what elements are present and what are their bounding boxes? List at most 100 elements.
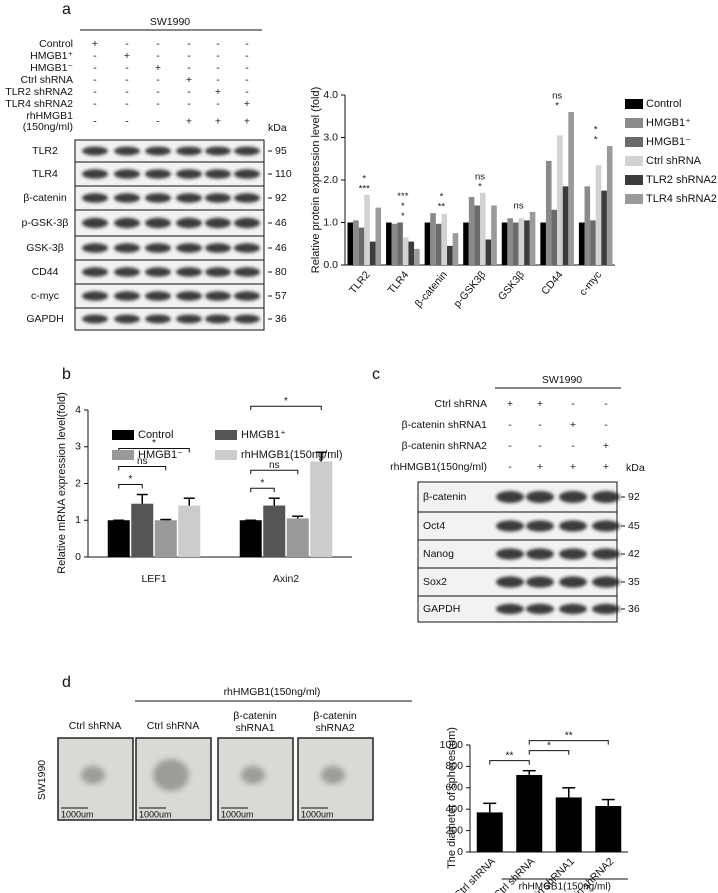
kda-value: 45 — [628, 520, 640, 532]
band — [234, 146, 260, 156]
cell-line: SW1990 — [36, 760, 48, 800]
panel-label: c — [372, 366, 380, 383]
condition-sign: - — [125, 38, 129, 50]
significance: * — [478, 181, 482, 192]
condition-sign: - — [125, 74, 129, 86]
legend-swatch — [625, 175, 643, 185]
scale-label: 1000um — [139, 809, 172, 819]
y-tick-label: 600 — [445, 782, 463, 794]
condition-sign: - — [187, 86, 191, 98]
y-axis-label: Relative mRNA expression level(fold) — [56, 392, 68, 574]
band — [234, 243, 260, 253]
band-label: Oct4 — [423, 520, 445, 532]
cell-line: SW1990 — [542, 374, 582, 386]
band — [176, 291, 202, 301]
bar — [408, 241, 415, 265]
sphere — [81, 766, 105, 784]
scale-label: 1000um — [61, 809, 94, 819]
band — [526, 603, 554, 615]
bar — [414, 248, 420, 265]
condition-sign: + — [215, 86, 221, 98]
condition-sign: - — [538, 440, 542, 452]
band — [496, 548, 524, 560]
condition-sign: + — [570, 461, 576, 473]
bar — [518, 218, 525, 265]
bar — [364, 194, 370, 265]
bar — [369, 241, 376, 265]
y-tick-label: 0 — [457, 846, 463, 858]
kda-value: 46 — [275, 217, 287, 229]
condition-label: rhHMGB1(150ng/ml) — [390, 461, 487, 473]
bar — [347, 222, 354, 265]
cell-line: SW1990 — [150, 16, 190, 28]
condition-sign: - — [245, 62, 249, 74]
bar — [107, 520, 130, 557]
legend-label: Control — [138, 429, 173, 441]
condition-sign: - — [187, 50, 191, 62]
scale-label: 1000um — [221, 809, 254, 819]
band — [559, 491, 587, 503]
x-tick-label: β-catenin — [413, 269, 450, 310]
significance: * — [152, 438, 156, 449]
x-tick-label: GSK3β — [496, 269, 527, 303]
kda-value: 110 — [275, 168, 292, 180]
bar — [507, 218, 513, 265]
condition-sign: - — [187, 98, 191, 110]
kda-value: 95 — [275, 145, 287, 157]
bar — [501, 222, 508, 265]
panel-label: d — [62, 674, 71, 691]
band — [145, 314, 171, 324]
bar — [529, 211, 536, 265]
significance: ns — [137, 456, 148, 467]
condition-sign: + — [215, 115, 221, 127]
condition-label: β-catenin shRNA1 — [402, 419, 488, 431]
significance: * — [284, 396, 288, 407]
kda-value: 36 — [275, 313, 287, 325]
condition-sign: + — [244, 98, 250, 110]
band — [176, 193, 202, 203]
band — [592, 491, 620, 503]
bar — [540, 222, 546, 265]
band — [176, 243, 202, 253]
condition-sign: - — [93, 115, 97, 127]
band — [205, 314, 231, 324]
band — [205, 291, 231, 301]
band — [592, 576, 620, 588]
panel-label: b — [62, 366, 71, 383]
condition-sign: + — [603, 440, 609, 452]
band — [526, 491, 554, 503]
legend-swatch — [625, 118, 643, 128]
band — [145, 146, 171, 156]
bar — [491, 205, 497, 265]
band — [496, 603, 524, 615]
sphere — [241, 766, 265, 784]
legend-swatch — [112, 430, 134, 440]
band — [82, 217, 108, 229]
column-label: Ctrl shRNA — [69, 720, 122, 732]
condition-sign: + — [244, 115, 250, 127]
legend-swatch — [625, 137, 643, 147]
band — [176, 267, 202, 277]
band — [205, 267, 231, 277]
legend-swatch — [625, 194, 643, 204]
band — [82, 243, 108, 253]
condition-sign: - — [93, 98, 97, 110]
significance: *** — [397, 191, 408, 202]
significance: * — [440, 192, 444, 203]
band — [496, 576, 524, 588]
bar — [447, 245, 453, 265]
bar — [263, 505, 286, 557]
condition-sign: + — [124, 50, 130, 62]
x-tick-label: TLR2 — [347, 269, 373, 297]
band — [234, 193, 260, 203]
band — [114, 146, 140, 156]
bar — [595, 805, 622, 852]
band — [82, 267, 108, 277]
condition-sign: - — [538, 419, 542, 431]
band — [234, 314, 260, 324]
band — [82, 291, 108, 301]
condition-sign: - — [125, 115, 129, 127]
bar — [424, 222, 431, 265]
condition-sign: + — [507, 398, 513, 410]
x-tick-label: Axin2 — [273, 573, 299, 585]
